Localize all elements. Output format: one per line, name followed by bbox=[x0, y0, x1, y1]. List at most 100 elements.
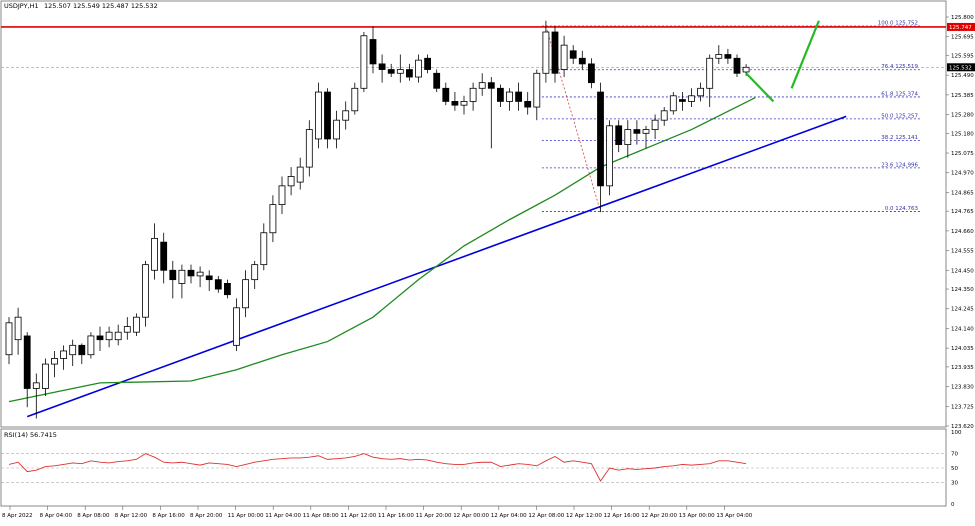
price-tick-label: 124.660 bbox=[951, 229, 974, 235]
fib-level-label: 61.8 125.374 bbox=[881, 91, 918, 97]
price-tick-label: 124.555 bbox=[951, 249, 974, 255]
price-tick-label: 123.725 bbox=[951, 404, 974, 410]
candle-body bbox=[560, 44, 568, 70]
candle-body bbox=[651, 119, 659, 130]
projection-segment bbox=[790, 20, 820, 89]
candle-body bbox=[460, 101, 468, 106]
candle-body bbox=[178, 269, 186, 284]
candle-body bbox=[160, 241, 168, 271]
candle-body bbox=[551, 31, 559, 74]
candle-body bbox=[60, 350, 67, 359]
candle-body bbox=[533, 72, 541, 108]
price-tick-label: 125.280 bbox=[951, 113, 974, 119]
time-tick-label: 11 Apr 12:00 bbox=[340, 513, 376, 519]
candle-body bbox=[69, 344, 77, 356]
candle-body bbox=[569, 50, 577, 59]
price-tick-label: 124.765 bbox=[951, 209, 974, 215]
candle-body bbox=[633, 129, 641, 134]
candle-body bbox=[624, 129, 632, 145]
candle-body bbox=[342, 110, 350, 121]
price-tick-label: 123.620 bbox=[951, 424, 974, 430]
candle-body bbox=[515, 91, 522, 102]
candle-body bbox=[324, 91, 331, 140]
candle-body bbox=[642, 129, 650, 134]
time-tick-label: 8 Apr 12:00 bbox=[115, 513, 148, 519]
time-tick-label: 12 Apr 16:00 bbox=[604, 513, 640, 519]
candle-body bbox=[487, 82, 495, 89]
price-axis: 125.800 125.695 125.595 125.490 125.385 125.2… bbox=[946, 15, 975, 430]
rsi-axis-label: 100 bbox=[951, 430, 962, 436]
time-tick-label: 8 Apr 08:00 bbox=[77, 513, 110, 519]
time-tick-label: 12 Apr 04:00 bbox=[491, 513, 527, 519]
candle-body bbox=[706, 57, 714, 89]
price-tick-label: 124.140 bbox=[951, 326, 974, 332]
rsi-line bbox=[8, 453, 747, 482]
candle-body bbox=[506, 91, 513, 102]
time-tick-label: 11 Apr 00:00 bbox=[228, 513, 264, 519]
candle-body bbox=[378, 63, 386, 70]
candle-body bbox=[369, 39, 377, 65]
candle-body bbox=[187, 269, 195, 277]
price-tick-label: 124.450 bbox=[951, 268, 974, 274]
candle-body bbox=[251, 264, 259, 281]
candle-body bbox=[333, 119, 341, 140]
candle-body bbox=[260, 232, 268, 266]
trend-lines bbox=[1, 26, 946, 418]
candle-body bbox=[242, 279, 250, 309]
time-tick-label: 12 Apr 20:00 bbox=[641, 513, 677, 519]
candle-body bbox=[733, 57, 741, 74]
symbol-label: USDJPY,H1 bbox=[4, 2, 39, 10]
candle-body bbox=[742, 66, 750, 73]
price-tick-label: 123.935 bbox=[951, 365, 974, 371]
candle-body bbox=[278, 185, 286, 206]
overlays bbox=[745, 20, 820, 103]
rsi-axis-label: 70 bbox=[951, 452, 958, 458]
candle-body bbox=[387, 69, 395, 74]
price-tick-label: 125.595 bbox=[951, 53, 974, 59]
candle-body bbox=[205, 275, 213, 281]
time-tick-label: 11 Apr 04:00 bbox=[265, 513, 301, 519]
moving-average-line bbox=[8, 97, 756, 403]
candle-body bbox=[469, 87, 477, 102]
price-tick-label: 125.490 bbox=[951, 73, 974, 79]
ohlc-readout: 125.507 125.549 125.487 125.532 bbox=[44, 2, 158, 10]
rsi-axis-label: 0 bbox=[951, 502, 955, 508]
candle-body bbox=[478, 82, 486, 89]
candle-body bbox=[351, 87, 359, 112]
resistance-price-tag-text: 125.747 bbox=[949, 25, 972, 31]
current-price-tag bbox=[947, 63, 975, 72]
candle-body bbox=[524, 101, 532, 108]
candle-body bbox=[14, 316, 22, 341]
candle-body bbox=[296, 166, 304, 183]
time-tick-label: 12 Apr 00:00 bbox=[453, 513, 489, 519]
candle-body bbox=[132, 316, 140, 333]
candle-body bbox=[142, 264, 149, 318]
candle-body bbox=[151, 237, 159, 271]
projection-segment bbox=[745, 72, 775, 103]
candle-body bbox=[96, 335, 104, 341]
price-tick-label: 124.035 bbox=[951, 346, 974, 352]
candle-body bbox=[396, 69, 404, 74]
time-tick-label: 8 Apr 2022 bbox=[2, 513, 33, 519]
price-tick-label: 124.970 bbox=[951, 171, 974, 177]
candle-body bbox=[305, 129, 313, 168]
candle-body bbox=[433, 72, 441, 89]
current-price-tag-text: 125.532 bbox=[949, 65, 972, 71]
candle-body bbox=[660, 110, 668, 121]
fib-level-label: 23.6 124.996 bbox=[881, 162, 918, 168]
candle-body bbox=[578, 57, 586, 65]
candle-body bbox=[606, 125, 613, 187]
price-panel-frame bbox=[0, 0, 947, 428]
candle-body bbox=[451, 101, 459, 106]
candle-body bbox=[679, 99, 686, 102]
candle-body bbox=[105, 331, 113, 341]
fib-level-label: 100.0 125.752 bbox=[878, 21, 918, 27]
candle-body bbox=[287, 176, 295, 187]
resistance-price-tag bbox=[947, 22, 975, 31]
candlestick-series bbox=[5, 20, 750, 419]
time-tick-label: 12 Apr 08:00 bbox=[528, 513, 564, 519]
time-tick-label: 8 Apr 16:00 bbox=[152, 513, 185, 519]
candle-body bbox=[23, 335, 31, 389]
price-tick-label: 124.865 bbox=[951, 190, 974, 196]
